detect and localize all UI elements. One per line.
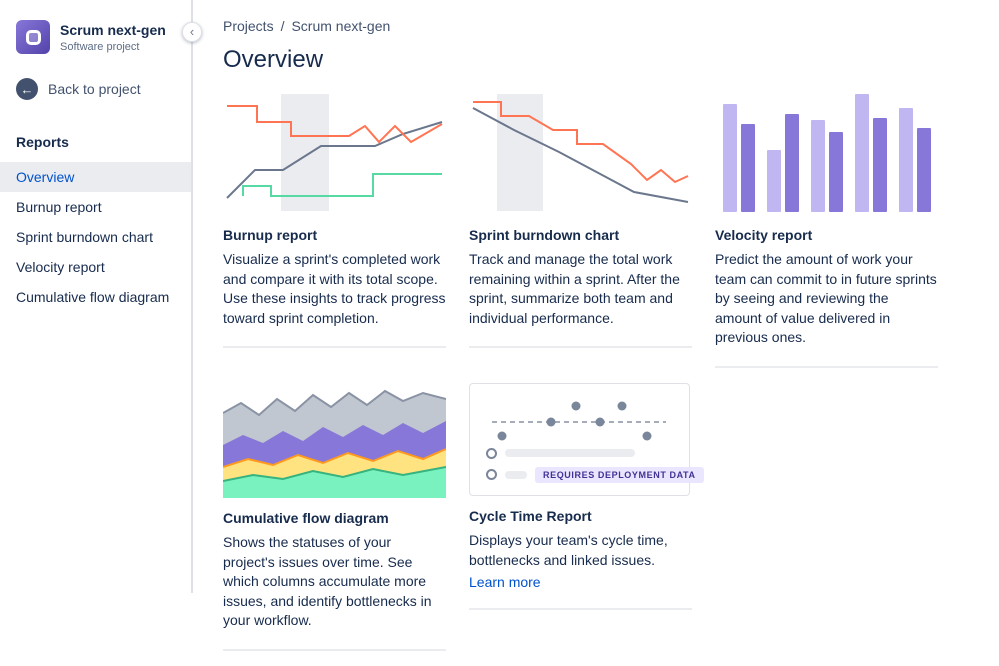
project-meta: Scrum next-gen Software project bbox=[60, 22, 166, 53]
sidebar: ‹ Scrum next-gen Software project ← Back… bbox=[0, 0, 202, 593]
card-description: Track and manage the total work remainin… bbox=[469, 251, 680, 326]
cumulative-flow-thumbnail bbox=[223, 389, 446, 498]
requires-deployment-data-badge: REQUIRES DEPLOYMENT DATA bbox=[535, 466, 704, 483]
card-burnup-report: Burnup report Visualize a sprint's compl… bbox=[223, 90, 446, 349]
card-title: Burnup report bbox=[223, 227, 318, 243]
chevron-left-icon: ‹ bbox=[189, 24, 195, 39]
card-title: Cumulative flow diagram bbox=[223, 509, 389, 526]
breadcrumb-project-link[interactable]: Scrum next-gen bbox=[291, 18, 391, 34]
project-avatar-icon bbox=[16, 20, 50, 54]
breadcrumb-projects-link[interactable]: Projects bbox=[223, 18, 274, 34]
app-root: ‹ Scrum next-gen Software project ← Back… bbox=[0, 0, 999, 651]
card-description: Predict the amount of work your team can… bbox=[715, 251, 937, 346]
burnup-chart-thumbnail bbox=[226, 94, 443, 211]
back-arrow-icon: ← bbox=[16, 78, 38, 100]
card-description: Visualize a sprint's completed work and … bbox=[223, 251, 446, 326]
breadcrumb: Projects / Scrum next-gen bbox=[223, 18, 969, 34]
sidebar-item-velocity-report[interactable]: Velocity report bbox=[16, 259, 105, 275]
issue-ring-icon bbox=[486, 447, 497, 459]
card-description: Displays your team's cycle time, bottlen… bbox=[469, 531, 668, 568]
sidebar-item-overview[interactable]: Overview bbox=[0, 162, 191, 192]
sidebar-item-burnup-report[interactable]: Burnup report bbox=[16, 199, 102, 215]
card-cycle-time-report: REQUIRES DEPLOYMENT DATA Cycle Time Repo… bbox=[469, 382, 704, 611]
breadcrumb-separator: / bbox=[280, 18, 285, 34]
card-title: Velocity report bbox=[715, 227, 813, 243]
report-cards-grid: Burnup report Visualize a sprint's compl… bbox=[223, 90, 969, 666]
reports-nav: Overview Burnup report Sprint burndown c… bbox=[0, 162, 191, 312]
page-title: Overview bbox=[223, 46, 324, 73]
sidebar-item-cumulative-flow-diagram[interactable]: Cumulative flow diagram bbox=[16, 289, 170, 305]
card-title: Sprint burndown chart bbox=[469, 227, 620, 243]
issue-ring-icon bbox=[486, 469, 497, 481]
project-type: Software project bbox=[60, 40, 140, 53]
card-sprint-burndown-chart: Sprint burndown chart Track and manage t… bbox=[469, 90, 692, 349]
placeholder-bar bbox=[505, 470, 527, 479]
main-content: Projects / Scrum next-gen Overview Burnup … bbox=[193, 0, 999, 651]
velocity-chart-thumbnail bbox=[723, 94, 931, 212]
cycle-time-thumbnail: REQUIRES DEPLOYMENT DATA bbox=[469, 382, 704, 496]
back-to-project-label: Back to project bbox=[48, 81, 141, 97]
cycle-time-row bbox=[486, 447, 635, 459]
cycle-time-row: REQUIRES DEPLOYMENT DATA bbox=[486, 466, 704, 483]
project-name: Scrum next-gen bbox=[60, 21, 166, 38]
collapse-sidebar-button[interactable]: ‹ bbox=[182, 22, 202, 42]
card-description: Shows the statuses of your project's iss… bbox=[223, 533, 432, 629]
burndown-chart-thumbnail bbox=[472, 94, 689, 211]
learn-more-link[interactable]: Learn more bbox=[469, 574, 541, 591]
project-header: Scrum next-gen Software project bbox=[0, 0, 191, 70]
sidebar-item-sprint-burndown-chart[interactable]: Sprint burndown chart bbox=[16, 229, 153, 245]
card-velocity-report: Velocity report Predict the amount of wo… bbox=[715, 90, 938, 368]
card-cumulative-flow-diagram: Cumulative flow diagram Shows the status… bbox=[223, 383, 446, 651]
back-to-project-button[interactable]: ← Back to project bbox=[0, 70, 191, 108]
card-title: Cycle Time Report bbox=[469, 507, 592, 524]
reports-section-title: Reports bbox=[16, 134, 69, 150]
placeholder-bar bbox=[505, 449, 635, 458]
cycle-time-dots-chart bbox=[492, 401, 666, 441]
